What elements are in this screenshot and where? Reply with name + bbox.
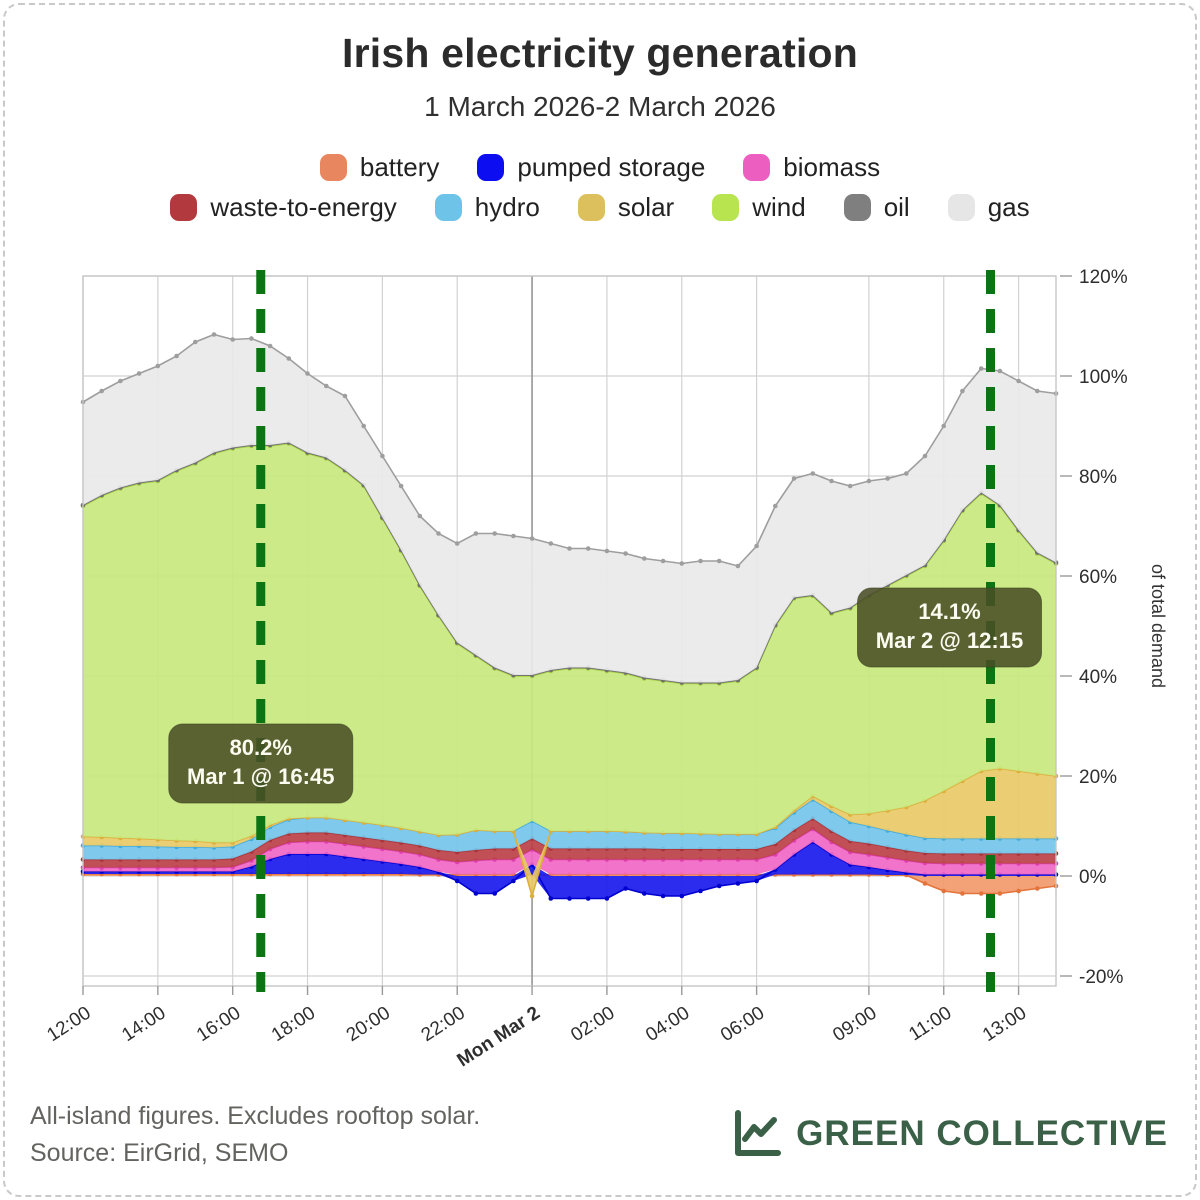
y-tick-label: -20% xyxy=(1079,967,1123,988)
legend-swatch-icon xyxy=(319,154,347,181)
x-tick-label: 02:00 xyxy=(567,1003,618,1047)
y-tick-label: 0% xyxy=(1079,867,1107,888)
legend-item-battery: battery xyxy=(319,152,440,183)
brand-logo: GREEN COLLECTIVE xyxy=(730,1108,1168,1160)
plot-frame xyxy=(82,275,1057,987)
footnote-line-1: All-island figures. Excludes rooftop sol… xyxy=(30,1102,481,1130)
chart-header: Irish electricity generation 1 March 202… xyxy=(0,30,1200,123)
legend-row: waste-to-energy hydro solar wind oil gas xyxy=(170,192,1030,223)
footnote-line-2: Source: EirGrid, SEMO xyxy=(30,1139,289,1167)
x-tick-label: 18:00 xyxy=(268,1003,319,1047)
brand-name: GREEN COLLECTIVE xyxy=(796,1114,1168,1153)
y-tick-label: 120% xyxy=(1079,267,1128,288)
y-tick-label: 20% xyxy=(1079,767,1117,788)
y-tick-label: 40% xyxy=(1079,667,1117,688)
legend-item-oil: oil xyxy=(843,192,910,223)
y-tick-label: 80% xyxy=(1079,467,1117,488)
legend-swatch-icon xyxy=(947,194,975,221)
legend-row: battery pumped storage biomass xyxy=(319,152,880,183)
legend-label: waste-to-energy xyxy=(210,192,397,222)
annotation-value: 14.1% xyxy=(918,599,980,624)
line-chart-logo-icon xyxy=(735,1110,782,1156)
legend-swatch-icon xyxy=(712,194,740,221)
x-tick-label: 13:00 xyxy=(979,1003,1030,1047)
x-tick-label: 06:00 xyxy=(717,1003,768,1047)
legend-item-hydro: hydro xyxy=(434,192,540,223)
annotation-box: 80.2% Mar 1 @ 16:45 xyxy=(168,723,354,804)
legend-item-solar: solar xyxy=(577,192,675,223)
annotation-time: Mar 1 @ 16:45 xyxy=(187,764,334,789)
y-axis-title: of total demand xyxy=(1148,564,1168,688)
y-axis: -20% 0% 20% 40% 60% 80% 100% 120% xyxy=(1060,267,1128,988)
legend-label: hydro xyxy=(474,192,540,222)
legend-label: oil xyxy=(883,192,910,222)
legend-label: biomass xyxy=(783,152,881,182)
annotation-box: 14.1% Mar 2 @ 12:15 xyxy=(857,587,1043,668)
legend-item-wind: wind xyxy=(712,192,806,223)
legend-swatch-icon xyxy=(170,194,198,221)
x-tick-label: 09:00 xyxy=(829,1003,880,1047)
y-tick-label: 60% xyxy=(1079,567,1117,588)
x-tick-label: 14:00 xyxy=(118,1003,169,1047)
legend-swatch-icon xyxy=(477,154,505,181)
legend-item-pumped-storage: pumped storage xyxy=(477,152,705,183)
y-tick-label: 100% xyxy=(1079,367,1128,388)
legend-label: wind xyxy=(752,192,806,222)
page-title: Irish electricity generation xyxy=(342,30,858,76)
legend-swatch-icon xyxy=(577,194,605,221)
legend-swatch-icon xyxy=(743,154,771,181)
x-tick-label: 22:00 xyxy=(418,1003,469,1047)
legend-item-biomass: biomass xyxy=(743,152,880,183)
page-subtitle: 1 March 2026-2 March 2026 xyxy=(424,91,776,122)
series-area-gas xyxy=(80,332,1059,683)
x-tick-label: 11:00 xyxy=(905,1003,955,1046)
legend-item-waste-to-energy: waste-to-energy xyxy=(170,192,397,223)
legend-label: solar xyxy=(617,192,675,222)
x-tick-label: 12:00 xyxy=(43,1003,94,1047)
annotation-value: 80.2% xyxy=(230,735,292,760)
x-tick-label: 20:00 xyxy=(343,1003,394,1047)
annotation-time: Mar 2 @ 12:15 xyxy=(876,628,1023,653)
footnote: All-island figures. Excludes rooftop sol… xyxy=(30,1098,480,1172)
legend-item-gas: gas xyxy=(947,192,1030,223)
legend-swatch-icon xyxy=(843,194,871,221)
x-tick-label: Mon Mar 2 xyxy=(454,1003,544,1072)
legend-label: gas xyxy=(987,192,1030,222)
x-tick-label: 16:00 xyxy=(193,1003,244,1047)
x-tick-label: 04:00 xyxy=(642,1003,693,1047)
legend-label: battery xyxy=(359,152,440,182)
chart-legend: battery pumped storage biomass waste-to-ene… xyxy=(0,152,1200,223)
legend-label: pumped storage xyxy=(517,152,706,182)
legend-swatch-icon xyxy=(434,194,462,221)
